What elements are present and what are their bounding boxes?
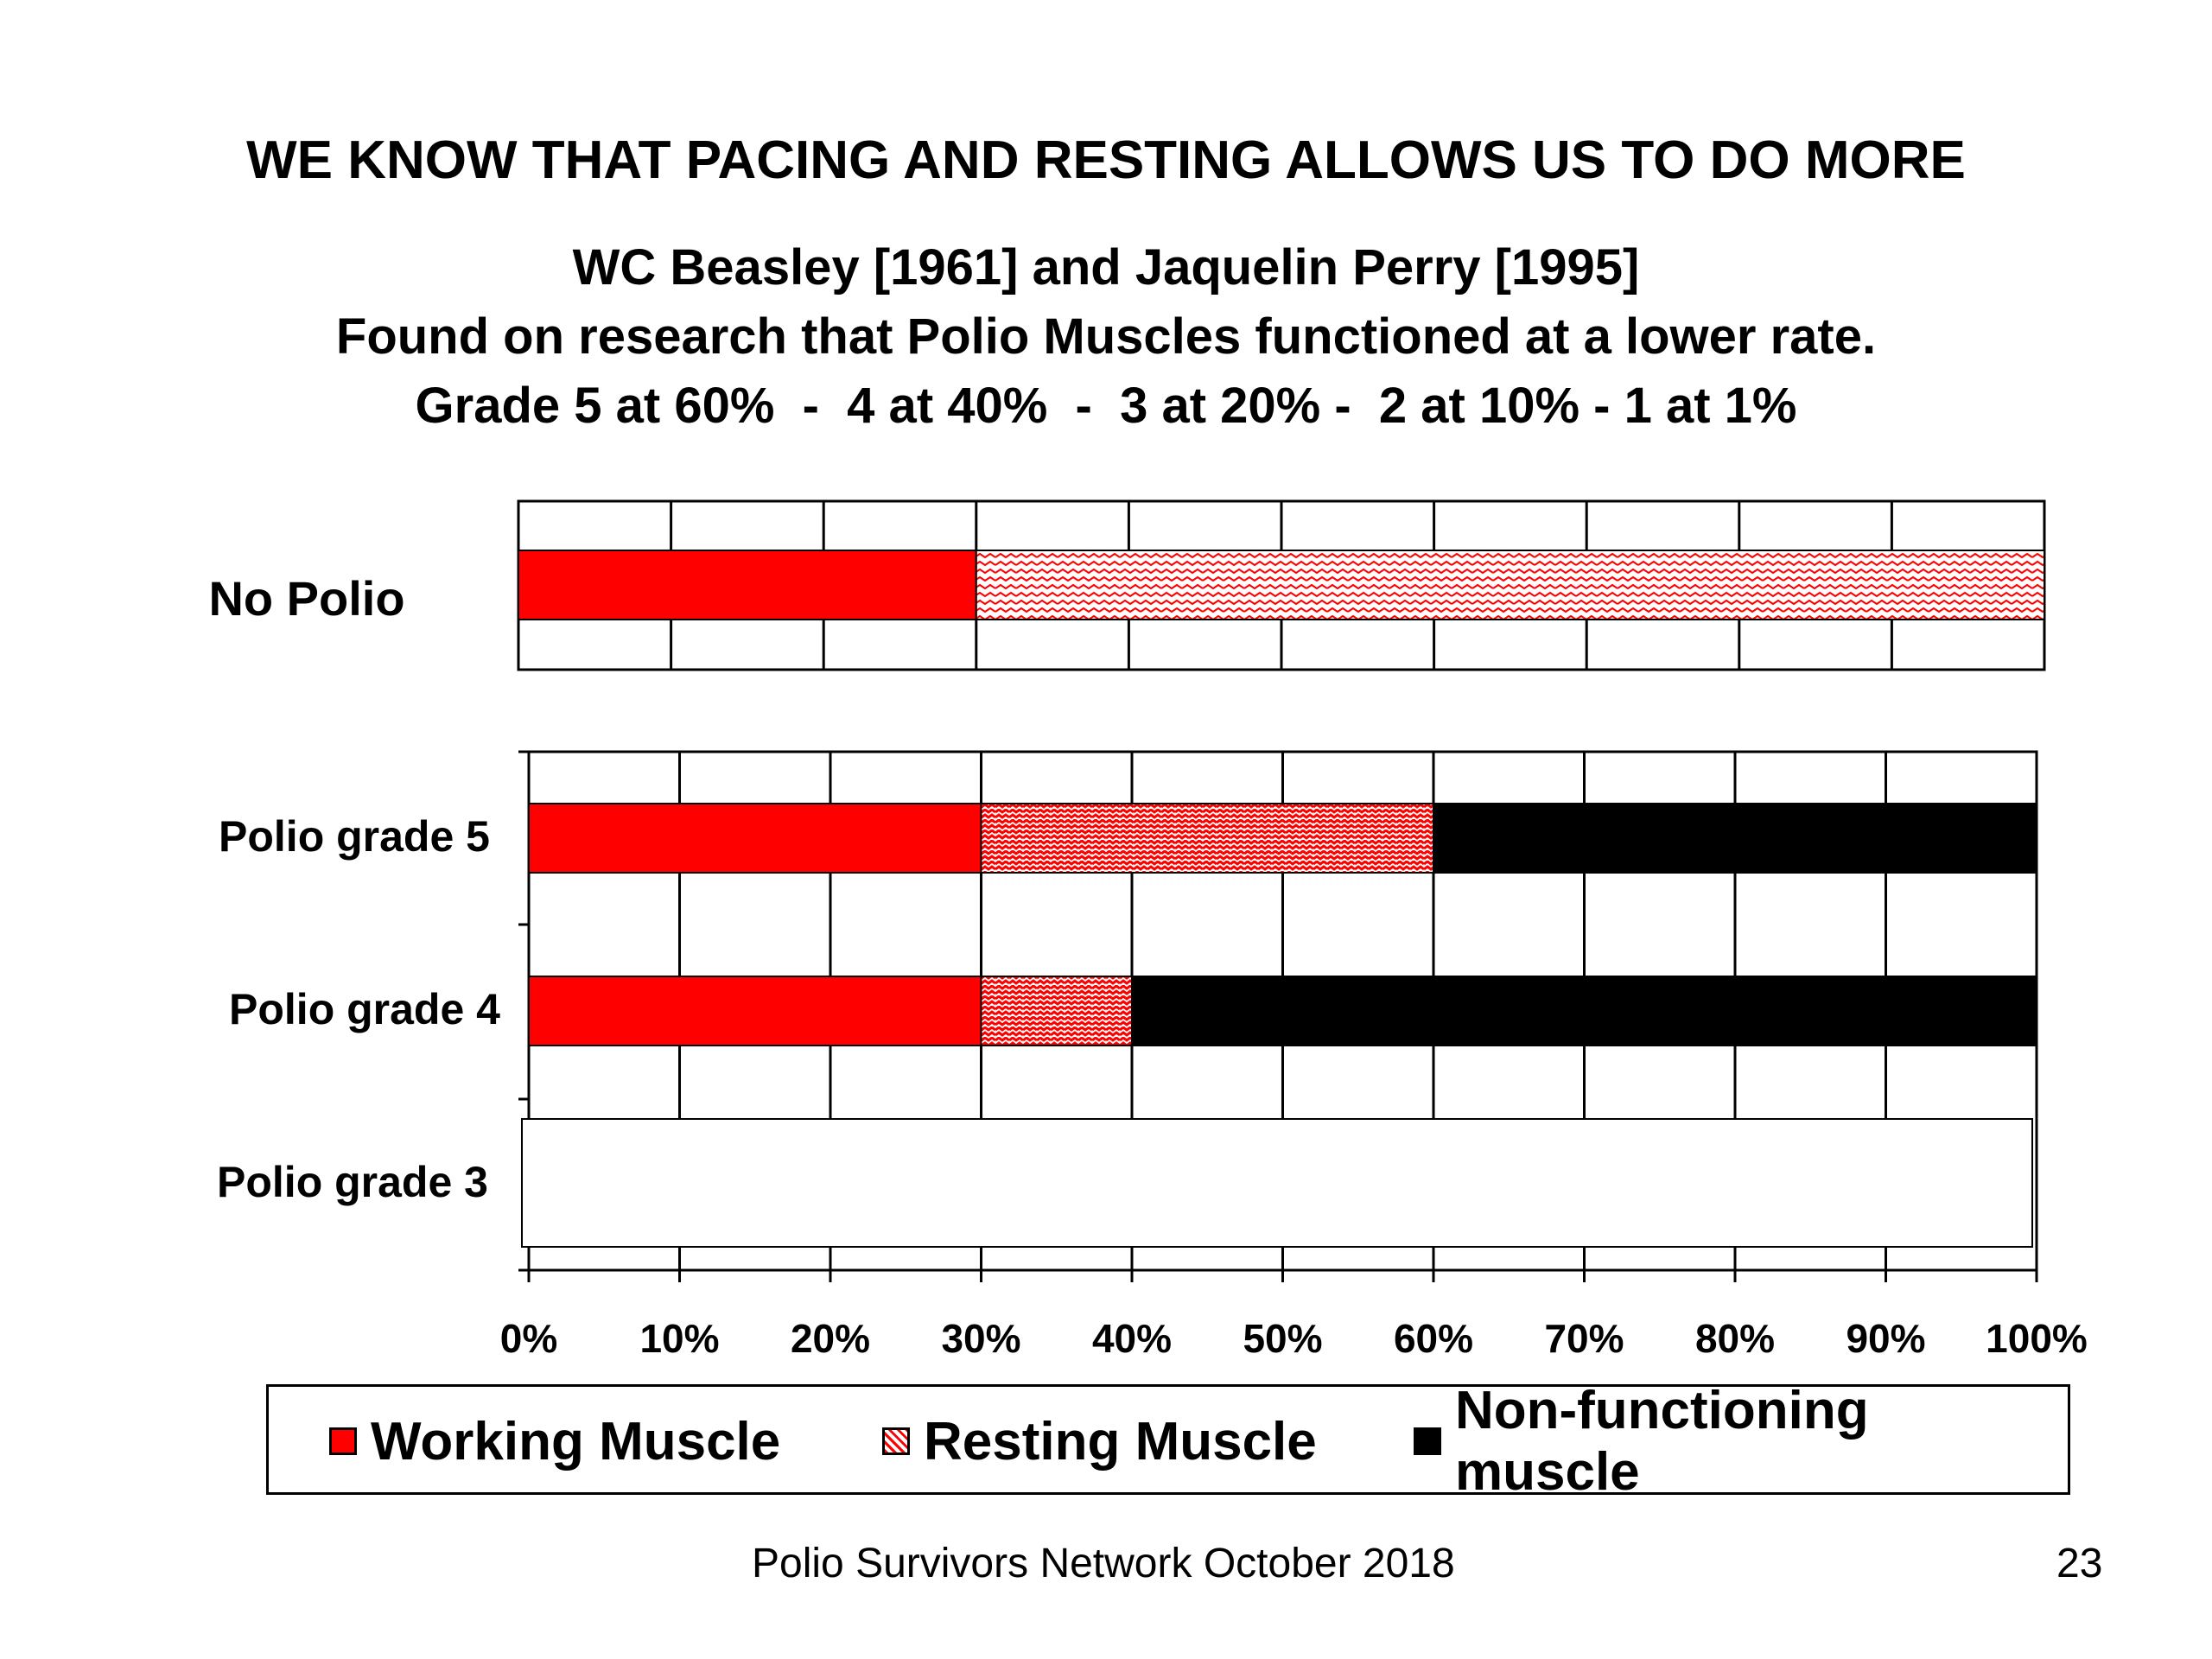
x-tick-label: 0% xyxy=(500,1316,557,1361)
chart-polio-grades: Polio grade 5 Polio grade 4 Polio grade … xyxy=(217,750,2088,1361)
x-tick-label: 50% xyxy=(1243,1316,1322,1361)
bars-top xyxy=(518,550,2045,620)
legend-swatch-working xyxy=(329,1427,357,1455)
x-tick-label: 30% xyxy=(941,1316,1020,1361)
subtitle-line-1: WC Beasley [1961] and Jaquelin Perry [19… xyxy=(572,239,1640,296)
category-label-grade-5: Polio grade 5 xyxy=(219,812,490,861)
x-tick-label: 100% xyxy=(1986,1316,2088,1361)
bar-no-polio-resting-muscle xyxy=(975,550,2045,620)
footer-text: Polio Survivors Network October 2018 xyxy=(752,1541,1455,1586)
legend-label-resting: Resting Muscle xyxy=(924,1411,1317,1471)
legend-swatch-resting xyxy=(882,1427,910,1455)
legend-item-working: Working Muscle xyxy=(329,1411,780,1471)
chart-no-polio: No Polio xyxy=(208,499,2046,671)
bar-polio-grade-3-empty xyxy=(521,1118,2033,1248)
x-tick-label: 80% xyxy=(1695,1316,1775,1361)
chart-legend: Working Muscle Resting Muscle Non-functi… xyxy=(266,1381,2070,1502)
x-tick-label: 20% xyxy=(791,1316,870,1361)
category-label-grade-3: Polio grade 3 xyxy=(217,1158,488,1206)
bar-polio-grade-4-non-functioning-muscle xyxy=(1131,976,2037,1046)
slide-title: WE KNOW THAT PACING AND RESTING ALLOWS U… xyxy=(246,130,1966,190)
bar-polio-grade-5-non-functioning-muscle xyxy=(1433,803,2037,874)
x-tick-label: 40% xyxy=(1092,1316,1172,1361)
x-tick-label: 10% xyxy=(639,1316,719,1361)
x-tick-label: 90% xyxy=(1846,1316,1925,1361)
subtitle-line-3: Grade 5 at 60% - 4 at 40% - 3 at 20% - 2… xyxy=(415,378,1797,434)
legend-label-working: Working Muscle xyxy=(371,1411,781,1471)
legend-item-resting: Resting Muscle xyxy=(882,1411,1317,1471)
legend-label-nonfunctioning: Non-functioning muscle xyxy=(1454,1381,1869,1502)
x-tick-label: 70% xyxy=(1544,1316,1624,1361)
bar-polio-grade-4-resting-muscle xyxy=(980,976,1133,1046)
bar-polio-grade-5-resting-muscle xyxy=(980,803,1434,874)
bar-polio-grade-4-working-muscle xyxy=(528,976,982,1046)
category-label-no-polio: No Polio xyxy=(208,571,404,626)
x-tick-label: 60% xyxy=(1394,1316,1473,1361)
bar-polio-grade-5-working-muscle xyxy=(528,803,982,874)
page-number: 23 xyxy=(2056,1541,2103,1586)
bars-bottom xyxy=(521,803,2037,1248)
bar-no-polio-working-muscle xyxy=(518,550,977,620)
legend-swatch-nonfunctioning xyxy=(1414,1427,1441,1455)
category-label-grade-4: Polio grade 4 xyxy=(229,985,500,1033)
x-tick-labels: 0% 10% 20% 30% 40% 50% 60% 70% 80% 90% 100% xyxy=(500,1316,2088,1361)
slide-subtitle: WC Beasley [1961] and Jaquelin Perry [19… xyxy=(0,233,2212,441)
legend-item-nonfunctioning: Non-functioning muscle xyxy=(1414,1381,2068,1502)
subtitle-line-2: Found on research that Polio Muscles fun… xyxy=(335,308,1877,365)
